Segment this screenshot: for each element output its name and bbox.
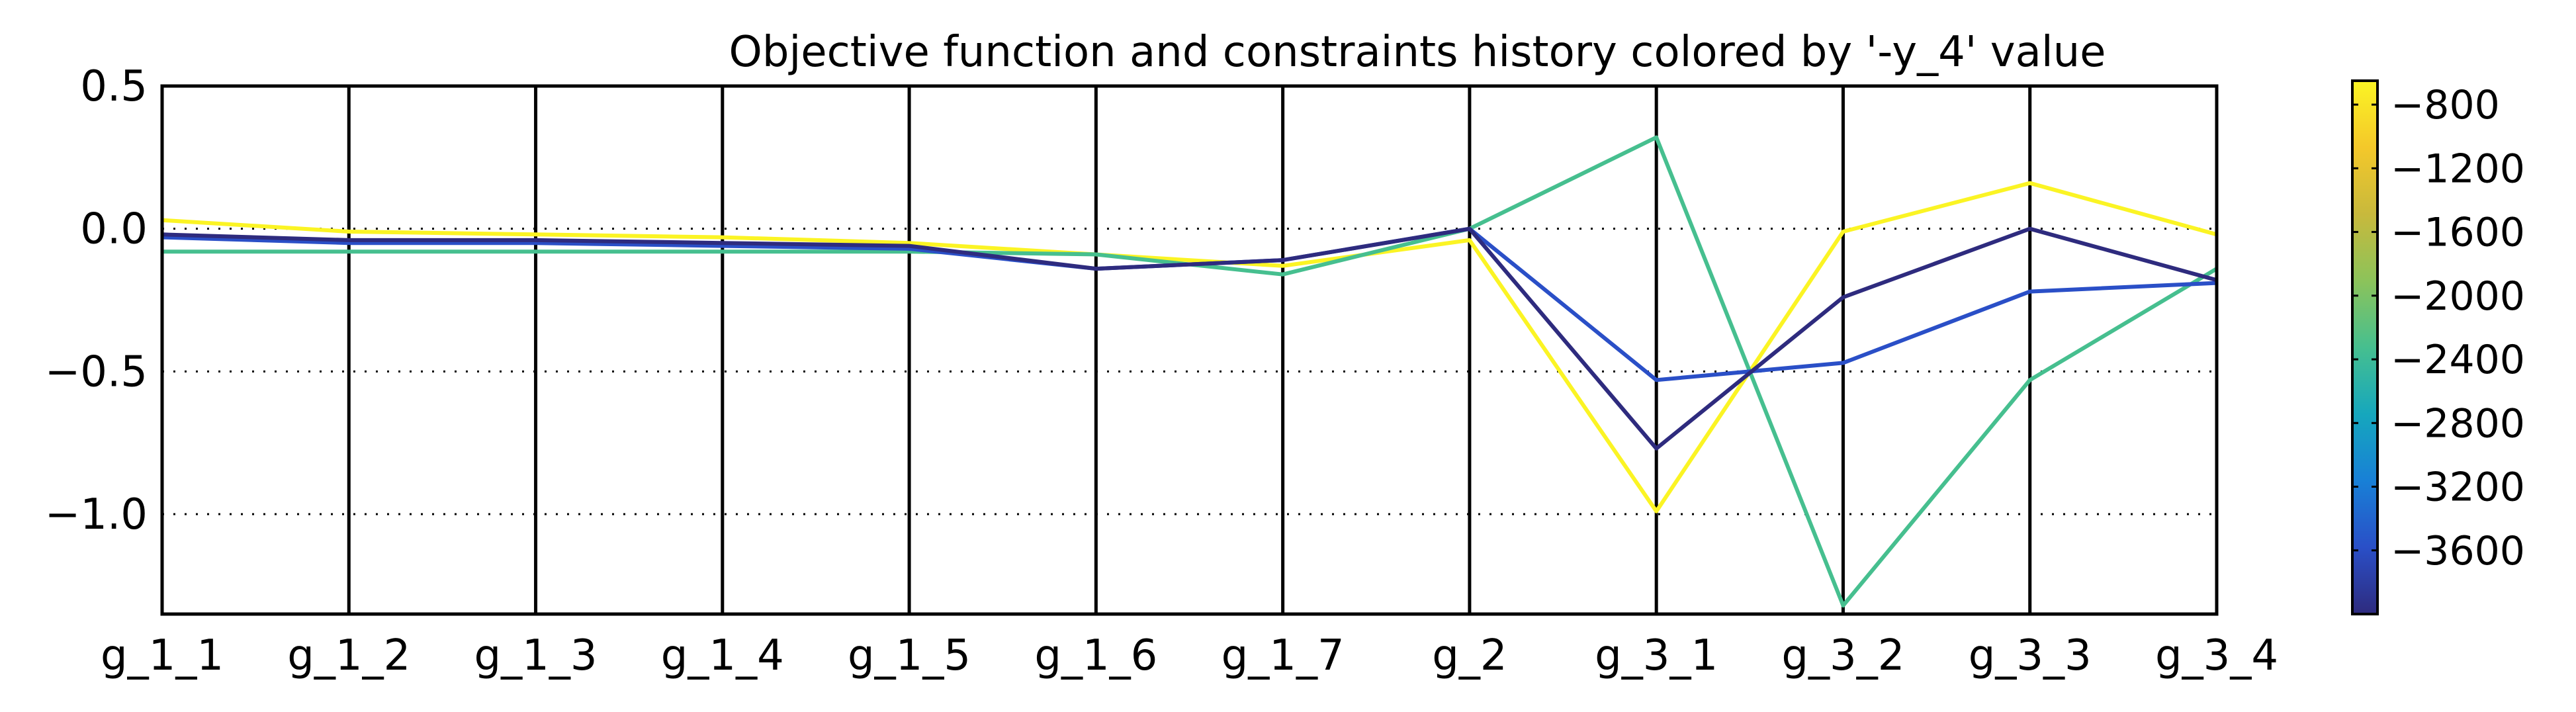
series-line-4 — [161, 226, 2217, 451]
series-line-1 — [161, 181, 2217, 513]
y-tick-label: −0.5 — [45, 347, 148, 396]
x-tick-label: g_1_3 — [474, 631, 598, 680]
x-tick-label: g_1_2 — [287, 631, 410, 680]
colorbar-tick-label: −1200 — [2391, 146, 2525, 192]
x-tick-label: g_3_3 — [1969, 631, 2092, 680]
series-line-2 — [162, 135, 2218, 608]
x-tick-label: g_1_4 — [661, 631, 784, 680]
x-tick-labels: g_1_1 g_1_2 g_1_3 g_1_4 g_1_5 g_1_6 g_1_7 g_2 g_… — [101, 631, 2278, 680]
colorbar-tick-label: −3200 — [2391, 465, 2525, 511]
colorbar-tick-label: −2800 — [2391, 400, 2525, 447]
y-tick-label: 0.5 — [80, 62, 148, 111]
colorbar-gradient — [2351, 79, 2379, 615]
colorbar-tick-label: −1600 — [2391, 210, 2525, 256]
y-tick-labels: 0.5 0.0 −0.5 −1.0 — [45, 62, 148, 539]
x-tick-label: g_3_1 — [1595, 631, 1718, 680]
colorbar-tick-label: −2400 — [2391, 337, 2525, 383]
y-tick-label: 0.0 — [80, 205, 148, 254]
series-lines — [161, 135, 2218, 608]
x-tick-label: g_1_1 — [101, 631, 224, 680]
colorbar-tick-label: −3600 — [2391, 528, 2525, 574]
x-tick-label: g_3_2 — [1781, 631, 1904, 680]
colorbar-tick-label: −2000 — [2391, 273, 2525, 320]
plot-frame — [160, 84, 2219, 616]
x-tick-label: g_3_4 — [2155, 631, 2278, 680]
x-tick-label: g_1_5 — [848, 631, 971, 680]
colorbar-ticks: −800 −1200 −1600 −2000 −2400 −2800 −3200 −3600 — [2352, 82, 2525, 574]
colorbar-tick-label: −800 — [2391, 82, 2500, 128]
vertical-axis-lines — [347, 86, 2032, 614]
x-tick-label: g_1_7 — [1221, 631, 1345, 680]
x-tick-label: g_2 — [1432, 631, 1507, 680]
x-tick-label: g_1_6 — [1034, 631, 1157, 680]
colorbar: −800 −1200 −1600 −2000 −2400 −2800 −3200 −3600 — [2351, 79, 2525, 615]
chart-title: Objective function and constraints histo… — [729, 28, 2106, 77]
y-tick-label: −1.0 — [45, 490, 148, 539]
